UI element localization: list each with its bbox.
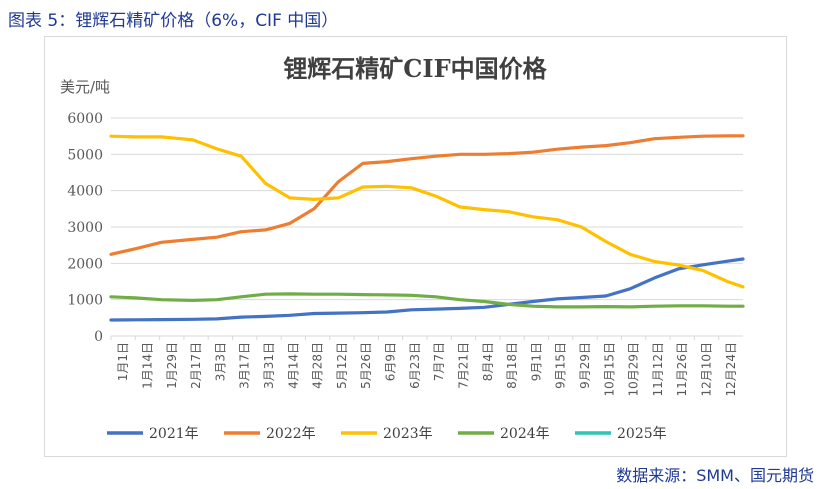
x-tick-label: 2月17日: [189, 342, 203, 389]
y-tick-label: 1000: [67, 293, 103, 309]
y-tick-label: 3000: [67, 220, 103, 236]
x-tick-label: 5月26日: [359, 342, 373, 389]
x-tick-label: 6月23日: [408, 342, 422, 389]
legend-label: 2025年: [617, 426, 667, 442]
x-tick-label: 7月7日: [432, 342, 446, 381]
x-tick-label: 9月29日: [578, 342, 592, 389]
x-tick-label: 4月14日: [286, 342, 300, 389]
legend-label: 2021年: [149, 426, 199, 442]
x-tick-label: 12月10日: [700, 342, 714, 397]
x-tick-label: 6月9日: [384, 342, 398, 381]
y-tick-label: 4000: [67, 184, 103, 200]
x-tick-label: 1月14日: [140, 342, 154, 389]
legend: 2021年 2022年 2023年 2024年 2025年: [107, 426, 667, 442]
x-tick-label: 10月15日: [602, 342, 616, 397]
y-axis-ticks: 0 1000 2000 3000 4000 5000 6000: [67, 111, 103, 345]
x-tick-label: 3月31日: [262, 342, 276, 389]
line-chart: 锂辉石精矿CIF中国价格 美元/吨 0 1000 2000 3000 4000 5000 6…: [60, 54, 745, 442]
y-tick-label: 6000: [67, 111, 103, 127]
legend-label: 2024年: [500, 426, 550, 442]
x-tick-label: 8月4日: [481, 342, 495, 381]
x-tick-label: 9月1日: [529, 342, 543, 381]
x-tick-label: 11月12日: [651, 342, 665, 397]
x-tick-label: 10月29日: [627, 342, 641, 397]
y-tick-label: 5000: [67, 147, 103, 163]
series-line-2024年: [109, 292, 745, 309]
x-tick-label: 5月12日: [335, 342, 349, 389]
series-line-2021年: [109, 257, 745, 322]
x-tick-label: 3月17日: [238, 342, 252, 389]
figure-caption: 图表 5：锂辉石精矿价格（6%，CIF 中国）: [8, 11, 339, 31]
y-tick-label: 0: [94, 329, 103, 345]
x-tick-label: 7月21日: [456, 342, 470, 389]
y-axis-unit-label: 美元/吨: [60, 78, 110, 96]
x-tick-label: 1月29日: [165, 342, 179, 389]
x-tick-label: 1月1日: [116, 342, 130, 381]
series-lines: [109, 134, 745, 322]
x-tick-label: 11月26日: [675, 342, 689, 397]
chart-frame: 锂辉石精矿CIF中国价格 美元/吨 0 1000 2000 3000 4000 5000 6…: [44, 36, 787, 457]
x-tick-label: 9月15日: [554, 342, 568, 389]
series-line-2022年: [109, 134, 745, 256]
x-tick-label: 3月3日: [213, 342, 227, 381]
series-line-2023年: [109, 134, 745, 289]
chart-title: 锂辉石精矿CIF中国价格: [283, 54, 547, 83]
legend-label: 2022年: [266, 426, 316, 442]
gridlines: [111, 117, 743, 337]
x-tick-label: 12月24日: [724, 342, 738, 397]
legend-label: 2023年: [383, 426, 433, 442]
x-tick-label: 8月18日: [505, 342, 519, 389]
x-tick-label: 4月28日: [311, 342, 325, 389]
x-axis-ticks: 1月1日 1月14日 1月29日 2月17日 3月3日 3月17日 3月31日 4月14日 4月…: [110, 336, 738, 397]
y-tick-label: 2000: [67, 256, 103, 272]
source-note: 数据来源：SMM、国元期货: [616, 466, 814, 485]
